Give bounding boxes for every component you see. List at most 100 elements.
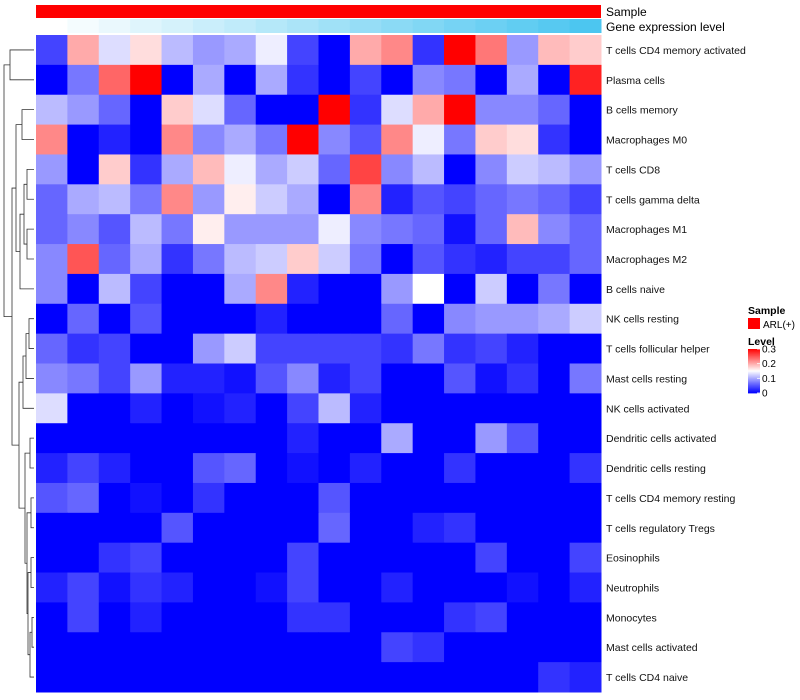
heatmap-cell (569, 512, 602, 544)
heatmap-cell (569, 453, 602, 484)
heatmap-cell (161, 94, 194, 126)
heatmap-cell (318, 542, 351, 574)
heatmap-cell (444, 184, 476, 215)
heatmap-cell (161, 303, 194, 335)
heatmap-cell (161, 35, 194, 66)
heatmap-cell (569, 94, 602, 126)
expression-annotation-cell (224, 19, 257, 33)
heatmap-cell (506, 244, 539, 275)
heatmap-cell (444, 602, 476, 633)
heatmap-cell (569, 35, 602, 66)
heatmap-cell (349, 94, 382, 126)
heatmap-cell (224, 632, 257, 663)
heatmap-cell (569, 482, 602, 514)
heatmap-cell (192, 333, 225, 364)
heatmap-cell (130, 94, 163, 126)
heatmap-cell (67, 184, 100, 215)
heatmap-cell (412, 244, 445, 275)
heatmap-cell (255, 184, 288, 215)
heatmap-cell (475, 662, 508, 693)
heatmap-cell (255, 273, 288, 305)
heatmap-cell (569, 214, 602, 245)
heatmap-cell (36, 184, 68, 215)
heatmap-cell (381, 124, 414, 155)
heatmap-cell (161, 333, 194, 364)
heatmap-cell (318, 632, 351, 663)
expression-annotation-cell (67, 19, 100, 33)
heatmap-cell (255, 154, 288, 185)
heatmap-cell (224, 64, 257, 96)
heatmap-cell (412, 602, 445, 633)
heatmap-cell (444, 482, 476, 514)
heatmap-cell (287, 124, 319, 155)
heatmap-cell (349, 632, 382, 663)
heatmap-cell (287, 244, 319, 275)
heatmap-cell (538, 184, 571, 215)
heatmap-cell (130, 333, 163, 364)
heatmap-cell (381, 333, 414, 364)
heatmap-cell (98, 662, 131, 693)
heatmap-cell (130, 273, 163, 305)
heatmap-cell (67, 64, 100, 96)
heatmap-cell (36, 393, 68, 424)
heatmap-cell (475, 303, 508, 335)
expression-annotation-cell (130, 19, 163, 33)
heatmap-cell (444, 512, 476, 544)
heatmap-cell (444, 423, 476, 454)
heatmap-cell (161, 273, 194, 305)
heatmap-cell (412, 184, 445, 215)
heatmap-cell (98, 244, 131, 275)
heatmap-cell (36, 632, 68, 663)
heatmap-cell (224, 542, 257, 574)
level-colorbar-segment (748, 356, 760, 359)
level-colorbar-segment (748, 379, 760, 382)
heatmap-cell (192, 184, 225, 215)
heatmap-cell (506, 662, 539, 693)
heatmap-cell (381, 244, 414, 275)
heatmap-cell (538, 94, 571, 126)
heatmap-cell (381, 273, 414, 305)
heatmap-cell (569, 662, 602, 693)
dendrogram-branch (18, 381, 25, 509)
heatmap-cell (475, 214, 508, 245)
heatmap-cell (161, 363, 194, 394)
expression-annotation-cell (475, 19, 508, 33)
heatmap-cell (349, 124, 382, 155)
heatmap-cell (98, 542, 131, 574)
heatmap-cell (444, 453, 476, 484)
heatmap-cell (130, 35, 163, 66)
heatmap-cell (318, 214, 351, 245)
row-label: T cells regulatory Tregs (606, 523, 715, 535)
heatmap-cell (475, 482, 508, 514)
level-colorbar-segment (748, 377, 760, 380)
heatmap-cell (255, 602, 288, 633)
heatmap-cell (475, 363, 508, 394)
heatmap-cell (506, 572, 539, 603)
level-colorbar-segment (748, 385, 760, 387)
heatmap-cell (475, 632, 508, 663)
heatmap-cell (506, 363, 539, 394)
row-label: NK cells activated (606, 403, 690, 415)
sample-annotation-bar (36, 5, 601, 18)
heatmap-cell (444, 393, 476, 424)
heatmap-cell (224, 214, 257, 245)
heatmap-cell (538, 214, 571, 245)
heatmap-cell (130, 363, 163, 394)
heatmap-cell (318, 273, 351, 305)
heatmap-cell (318, 453, 351, 484)
level-colorbar-segment (748, 371, 760, 373)
heatmap-cell (36, 154, 68, 185)
expression-annotation-cell (412, 19, 445, 33)
level-colorbar-segment (748, 349, 760, 351)
heatmap-cell (192, 94, 225, 126)
heatmap-cell (444, 124, 476, 155)
heatmap-cell (67, 214, 100, 245)
heatmap-cell (161, 393, 194, 424)
level-colorbar-segment (748, 376, 760, 378)
heatmap-cell (569, 572, 602, 603)
heatmap-cell (318, 662, 351, 693)
dendrogram-branch (31, 616, 34, 648)
heatmap-cell (287, 632, 319, 663)
heatmap-cell (444, 154, 476, 185)
heatmap-cell (224, 303, 257, 335)
